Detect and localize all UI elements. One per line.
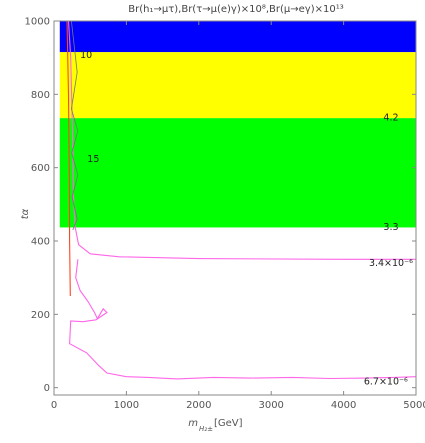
contour-curve-red: [66, 20, 71, 297]
x-axis-label-unit: [GeV]: [214, 418, 243, 429]
contour-label: 6.7×10⁻⁶: [364, 377, 408, 388]
y-tick-label: 400: [31, 237, 50, 248]
band-yellow: [59, 52, 417, 119]
y-tick-label: 0: [44, 383, 50, 394]
y-tick-label: 1000: [25, 17, 50, 28]
x-tick-label: 3000: [258, 400, 283, 411]
x-axis-label: m H₂± [GeV]: [188, 418, 242, 433]
band-blue: [59, 21, 417, 53]
y-axis-ticks: 0 200 400 600 800 1000: [25, 17, 416, 394]
contour-curve-pink: [69, 259, 417, 380]
contour-curve-gray: [70, 20, 79, 231]
plot-frame: [53, 20, 417, 396]
y-tick-label: 200: [31, 310, 50, 321]
x-tick-label: 4000: [331, 400, 356, 411]
contour-label: 3.3: [383, 222, 398, 233]
x-axis-label-main: m: [188, 418, 198, 429]
y-tick-label: 600: [31, 163, 50, 174]
y-tick-label: 800: [31, 90, 50, 101]
contour-label: 4.2: [383, 113, 398, 124]
y-axis-label: tα: [20, 208, 31, 219]
x-tick-label: 2000: [186, 400, 211, 411]
contour-label: 15: [87, 154, 99, 165]
band-green: [59, 118, 417, 228]
contour-curves: [66, 20, 417, 380]
x-tick-label: 1000: [114, 400, 139, 411]
x-tick-label: 0: [51, 400, 57, 411]
contour-label: 3.4×10⁻⁶: [369, 258, 413, 269]
chart-title: Br(h₁→μτ),Br(τ→μ(e)γ)×10⁸,Br(μ→eγ)×10¹³: [128, 4, 343, 15]
x-axis-label-sub: H₂±: [199, 425, 213, 433]
contour-label: 10: [80, 50, 92, 61]
region-bands: [59, 21, 417, 228]
contour-annotations: 10 15 4.2 3.3 3.4×10⁻⁶ 6.7×10⁻⁶: [80, 50, 413, 387]
